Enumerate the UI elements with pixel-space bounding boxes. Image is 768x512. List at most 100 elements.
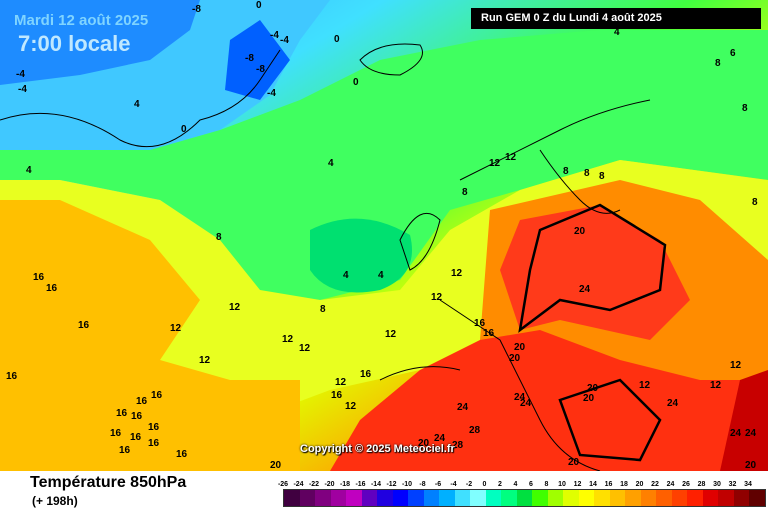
isotherm-label: 12 — [229, 302, 241, 313]
cold-pocket — [225, 20, 290, 100]
isotherm-label: 8 — [584, 168, 590, 179]
isotherm-label: 20 — [270, 460, 282, 471]
color-scale-tick: 18 — [620, 481, 628, 488]
isotherm-label: -8 — [256, 64, 265, 75]
isotherm-20 — [518, 203, 667, 462]
isotherm-label: -4 — [18, 84, 27, 95]
isotherm-label: 16 — [136, 396, 148, 407]
isotherm-label: 20 — [587, 383, 599, 394]
isotherm-label: 8 — [752, 197, 758, 208]
forecast-date: Mardi 12 août 2025 — [14, 12, 149, 29]
isotherm-label: 28 — [469, 425, 481, 436]
isotherm-label: -4 — [267, 88, 276, 99]
isotherm-label: 24 — [730, 428, 742, 439]
color-scale-swatch — [377, 490, 393, 506]
color-scale-swatch — [547, 490, 563, 506]
isotherm-label: 16 — [474, 318, 486, 329]
color-scale-swatch — [361, 490, 377, 506]
isotherm-label: 16 — [360, 369, 372, 380]
color-scale-tick: -10 — [401, 481, 413, 488]
color-scale-swatch — [640, 490, 656, 506]
isotherm-label: 4 — [343, 270, 349, 281]
isotherm-label: 8 — [216, 232, 222, 243]
color-scale-swatch — [423, 490, 439, 506]
isotherm-label: 4 — [614, 27, 620, 38]
isotherm-label: 8 — [742, 103, 748, 114]
color-scale-swatch — [439, 490, 455, 506]
isotherm-label: 24 — [745, 428, 757, 439]
isotherm-label: 16 — [131, 411, 143, 422]
isotherm-label: 12 — [299, 343, 311, 354]
isotherm-label: 0 — [256, 0, 262, 11]
color-scale-swatch — [625, 490, 641, 506]
isotherm-label: 24 — [514, 392, 526, 403]
color-scale-tick: -22 — [308, 481, 320, 488]
coastlines — [0, 43, 651, 471]
color-scale-tick: 30 — [713, 481, 721, 488]
isotherm-label: 24 — [520, 398, 532, 409]
lead-time: (+ 198h) — [32, 494, 78, 508]
isotherm-label: 20 — [583, 393, 595, 404]
color-scale-tick: 4 — [513, 481, 518, 488]
color-scale-swatch — [609, 490, 625, 506]
color-scale-tick: -26 — [277, 481, 289, 488]
color-scale-tick: 6 — [529, 481, 533, 488]
color-scale-tick: 24 — [666, 481, 675, 488]
isotherm-label: -8 — [245, 53, 254, 64]
isotherm-label: 16 — [130, 432, 142, 443]
isotherm-label: 16 — [78, 320, 90, 331]
isotherm-label: 16 — [151, 390, 163, 401]
color-scale-tick: 10 — [558, 481, 566, 488]
isotherm-label: 28 — [452, 440, 464, 451]
color-scale-tick: -16 — [355, 481, 366, 488]
isotherm-label: 12 — [345, 401, 357, 412]
temperature-map: Mardi 12 août 2025 7:00 locale Run GEM 0… — [0, 0, 768, 471]
footer: Température 850hPa (+ 198h) -26 -24 -22 -20… — [0, 471, 768, 512]
color-scale-swatch — [532, 490, 548, 506]
isotherm-label: 4 — [378, 270, 384, 281]
color-scale-swatch — [284, 490, 300, 506]
isotherm-label: 16 — [119, 445, 131, 456]
color-scale-swatch — [687, 490, 703, 506]
color-scale-tick: -6 — [434, 481, 442, 488]
color-scale-swatch — [671, 490, 687, 506]
color-scale-tick: -18 — [339, 481, 351, 488]
color-scale-tick: -12 — [386, 481, 397, 488]
isotherm-label: 24 — [457, 402, 469, 413]
isotherm-label: 12 — [505, 152, 517, 163]
isotherm-label: 8 — [462, 187, 468, 198]
isotherm-label: 12 — [431, 292, 443, 303]
variable-title: Température 850hPa — [30, 474, 187, 491]
color-scale-swatch — [733, 490, 749, 506]
isotherm-label: -4 — [16, 69, 25, 80]
color-scale-tick: 22 — [651, 481, 659, 488]
isotherm-label: 16 — [110, 428, 122, 439]
isotherm-label: 12 — [710, 380, 722, 391]
color-scale-tick: 8 — [544, 481, 549, 488]
map-canvas — [0, 0, 768, 471]
hot-region-red-south — [330, 330, 768, 471]
forecast-time: 7:00 locale — [18, 31, 131, 56]
color-scale-swatch — [299, 490, 315, 506]
isotherm-label: -8 — [192, 4, 201, 15]
isotherm-label: -4 — [270, 30, 279, 41]
color-scale-swatch — [315, 490, 331, 506]
isotherm-label: 4 — [328, 158, 334, 169]
color-scale-tick: 12 — [573, 481, 582, 488]
isotherm-label: 12 — [199, 355, 211, 366]
isotherm-label: 12 — [451, 268, 463, 279]
color-scale-swatch — [470, 490, 486, 506]
isotherm-label: 20 — [745, 460, 757, 471]
color-scale-tick: -20 — [324, 481, 335, 488]
isotherm-label: 0 — [334, 34, 340, 45]
color-scale-swatch — [392, 490, 408, 506]
color-scale-tick: -14 — [370, 481, 382, 488]
isotherm-label: 24 — [579, 284, 591, 295]
hot-region-red-north — [500, 205, 690, 340]
color-scale-tick: 32 — [728, 481, 737, 488]
isotherm-label: 12 — [639, 380, 651, 391]
isotherm-label: -4 — [280, 35, 289, 46]
isotherm-label: 8 — [563, 166, 569, 177]
color-scale-swatch — [346, 490, 362, 506]
color-scale-swatch — [563, 490, 579, 506]
